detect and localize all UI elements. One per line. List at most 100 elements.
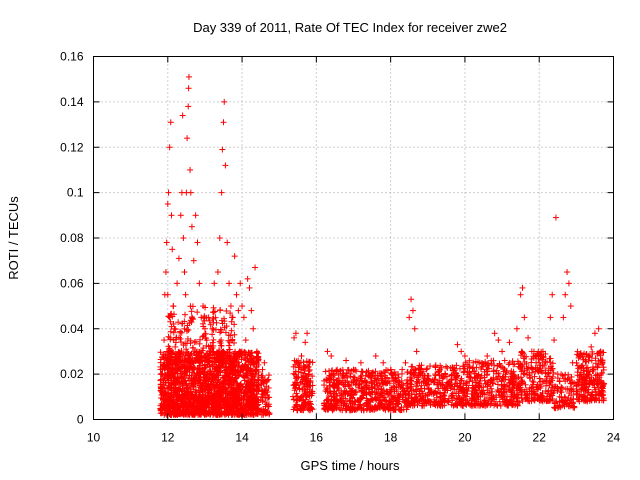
- data-point: [185, 85, 192, 92]
- data-point: [181, 269, 188, 276]
- data-point: [562, 291, 569, 298]
- data-point: [192, 212, 199, 219]
- data-point: [552, 214, 559, 221]
- data-point: [164, 200, 171, 207]
- data-point: [569, 359, 576, 366]
- data-point: [322, 368, 329, 375]
- x-tick-label: 24: [607, 431, 621, 445]
- data-point: [529, 365, 536, 372]
- data-point: [380, 359, 387, 366]
- data-point: [231, 253, 238, 260]
- data-point: [461, 352, 468, 359]
- data-point: [163, 239, 170, 246]
- data-point: [306, 359, 313, 366]
- data-point: [217, 306, 224, 313]
- data-point: [494, 381, 501, 388]
- data-point: [551, 337, 558, 344]
- data-point: [161, 337, 168, 344]
- data-point: [517, 291, 524, 298]
- data-point: [225, 332, 232, 339]
- data-point: [525, 334, 532, 341]
- data-point: [209, 331, 216, 338]
- data-point: [588, 343, 595, 350]
- data-point: [180, 235, 187, 241]
- data-point: [246, 284, 253, 291]
- data-point: [600, 349, 607, 356]
- x-tick-label: 22: [533, 431, 547, 445]
- data-point: [217, 329, 224, 336]
- data-point: [328, 352, 335, 359]
- data-point: [222, 162, 229, 169]
- data-point: [554, 371, 561, 378]
- data-point: [464, 388, 471, 395]
- data-point: [214, 269, 221, 276]
- data-point: [304, 330, 311, 337]
- data-point: [224, 239, 231, 246]
- data-point: [432, 363, 439, 370]
- data-point: [345, 382, 352, 389]
- data-point: [513, 325, 520, 332]
- data-point: [211, 280, 218, 287]
- data-point: [506, 339, 513, 346]
- y-tick-label: 0.08: [60, 231, 84, 245]
- data-point: [162, 269, 169, 276]
- data-point: [445, 398, 452, 405]
- data-point: [229, 314, 236, 321]
- data-point: [493, 401, 500, 408]
- data-point: [187, 189, 194, 196]
- data-point: [177, 212, 184, 219]
- y-tick-label: 0.06: [60, 276, 84, 290]
- data-point: [265, 372, 272, 379]
- data-point: [343, 357, 350, 364]
- data-point: [164, 291, 171, 298]
- x-tick-label: 16: [310, 431, 324, 445]
- data-point: [188, 308, 195, 315]
- data-point: [181, 311, 188, 318]
- data-points: [157, 73, 607, 418]
- data-point: [170, 303, 177, 310]
- x-axis-label: GPS time / hours: [301, 458, 400, 473]
- y-tick-label: 0.16: [60, 50, 84, 64]
- data-point: [302, 339, 309, 346]
- data-point: [185, 103, 192, 110]
- y-tick-label: 0.1: [67, 186, 84, 200]
- y-tick-label: 0.14: [60, 95, 84, 109]
- x-tick-label: 18: [384, 431, 398, 445]
- data-point: [591, 330, 598, 337]
- data-point: [175, 255, 182, 262]
- data-point: [547, 314, 554, 321]
- data-point: [179, 112, 186, 119]
- data-point: [218, 189, 225, 196]
- data-point: [306, 366, 313, 373]
- data-point: [226, 280, 233, 287]
- data-point: [495, 337, 502, 344]
- data-point: [221, 98, 228, 105]
- data-point: [519, 284, 526, 291]
- data-point: [357, 359, 364, 366]
- y-tick-label: 0: [77, 413, 84, 427]
- data-point: [248, 307, 255, 314]
- data-point: [210, 336, 217, 343]
- data-point: [168, 212, 175, 219]
- data-point: [220, 119, 227, 126]
- data-point: [250, 325, 257, 332]
- x-tick-label: 14: [235, 431, 249, 445]
- data-point: [241, 348, 248, 355]
- data-point: [194, 239, 201, 246]
- data-point: [190, 257, 197, 264]
- data-point: [600, 364, 607, 371]
- data-point: [409, 307, 416, 314]
- data-point: [406, 314, 413, 321]
- data-point: [182, 291, 189, 298]
- data-point: [499, 348, 506, 355]
- data-point: [443, 363, 450, 370]
- data-point: [521, 314, 528, 321]
- data-point: [235, 307, 242, 314]
- data-point: [261, 359, 268, 366]
- data-point: [222, 329, 229, 336]
- data-point: [185, 73, 192, 80]
- data-point: [458, 348, 465, 355]
- data-point: [565, 280, 572, 287]
- data-point: [188, 223, 195, 230]
